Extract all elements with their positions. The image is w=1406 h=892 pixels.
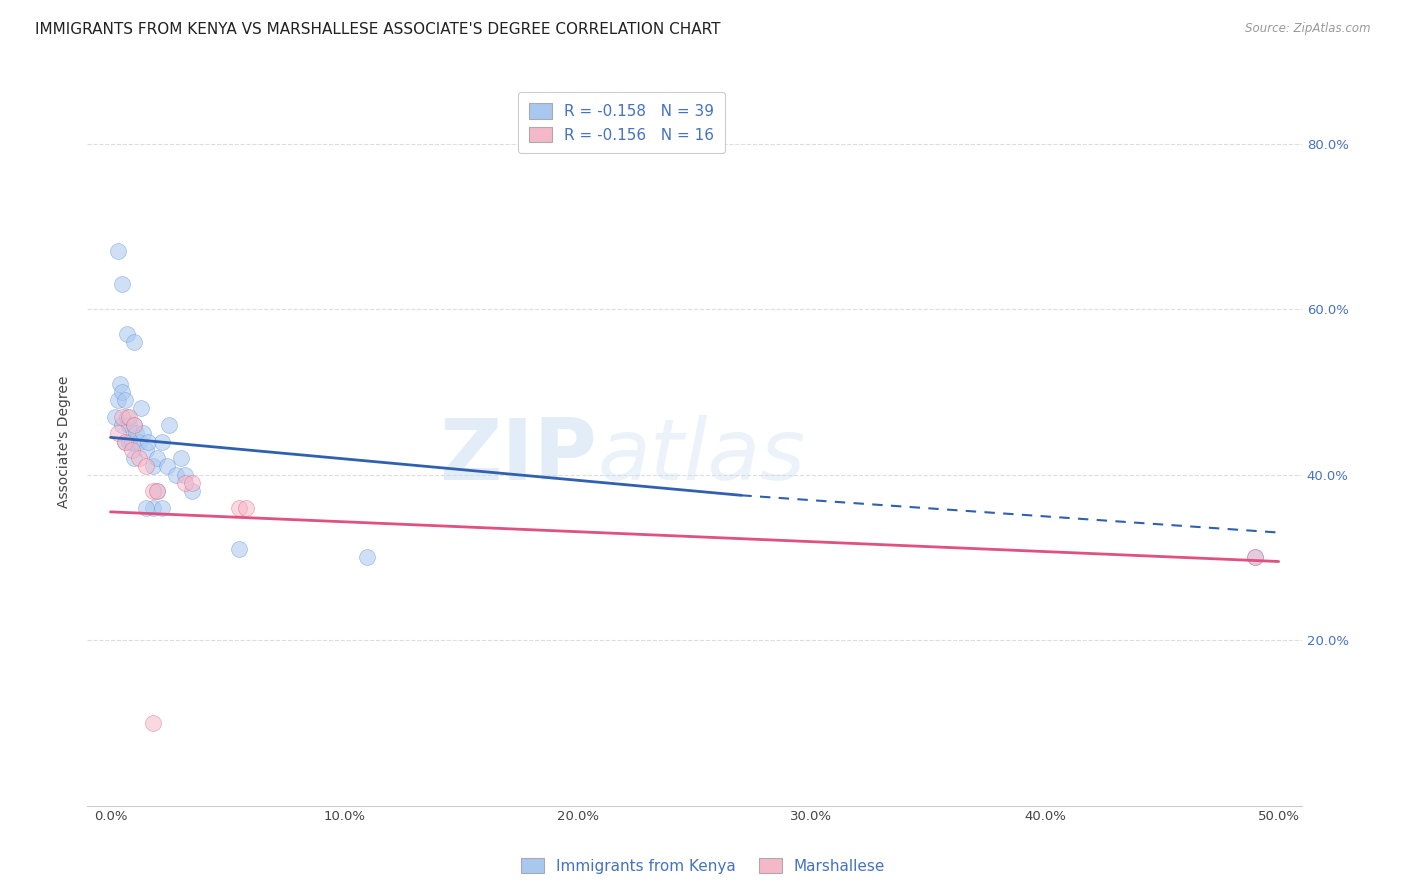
Point	[135, 459, 157, 474]
Point	[136, 434, 159, 449]
Point	[122, 417, 145, 432]
Point	[128, 434, 150, 449]
Point	[129, 401, 152, 416]
Point	[146, 484, 169, 499]
Text: Source: ZipAtlas.com: Source: ZipAtlas.com	[1246, 22, 1371, 36]
Point	[128, 451, 150, 466]
Point	[118, 409, 141, 424]
Point	[125, 426, 148, 441]
Point	[165, 467, 187, 482]
Point	[121, 442, 143, 457]
Point	[107, 393, 129, 408]
Point	[235, 500, 257, 515]
Point	[114, 393, 136, 408]
Point	[114, 434, 136, 449]
Text: atlas: atlas	[598, 415, 806, 498]
Point	[107, 244, 129, 259]
Point	[142, 500, 165, 515]
Point	[122, 335, 145, 350]
Point	[122, 451, 145, 466]
Point	[169, 451, 191, 466]
Point	[111, 409, 134, 424]
Point	[121, 434, 143, 449]
Point	[228, 500, 250, 515]
Point	[228, 542, 250, 557]
Point	[132, 426, 155, 441]
Point	[122, 417, 145, 432]
Point	[111, 384, 134, 399]
Point	[174, 467, 197, 482]
Point	[115, 326, 138, 341]
Point	[1244, 550, 1267, 565]
Point	[108, 376, 131, 391]
Point	[142, 484, 165, 499]
Point	[155, 459, 177, 474]
Point	[356, 550, 378, 565]
Point	[142, 715, 165, 730]
Point	[111, 417, 134, 432]
Legend: R = -0.158   N = 39, R = -0.156   N = 16: R = -0.158 N = 39, R = -0.156 N = 16	[519, 93, 725, 153]
Y-axis label: Associate's Degree: Associate's Degree	[58, 376, 72, 508]
Point	[181, 484, 204, 499]
Point	[135, 442, 157, 457]
Point	[142, 459, 165, 474]
Point	[174, 475, 197, 490]
Point	[107, 426, 129, 441]
Text: IMMIGRANTS FROM KENYA VS MARSHALLESE ASSOCIATE'S DEGREE CORRELATION CHART: IMMIGRANTS FROM KENYA VS MARSHALLESE ASS…	[35, 22, 721, 37]
Point	[146, 451, 169, 466]
Point	[150, 434, 173, 449]
Legend: Immigrants from Kenya, Marshallese: Immigrants from Kenya, Marshallese	[515, 852, 891, 880]
Point	[118, 434, 141, 449]
Point	[146, 484, 169, 499]
Point	[115, 409, 138, 424]
Point	[150, 500, 173, 515]
Point	[135, 500, 157, 515]
Point	[114, 434, 136, 449]
Point	[181, 475, 204, 490]
Text: ZIP: ZIP	[440, 415, 598, 498]
Point	[111, 277, 134, 292]
Point	[104, 409, 127, 424]
Point	[118, 417, 141, 432]
Point	[1244, 550, 1267, 565]
Point	[157, 417, 180, 432]
